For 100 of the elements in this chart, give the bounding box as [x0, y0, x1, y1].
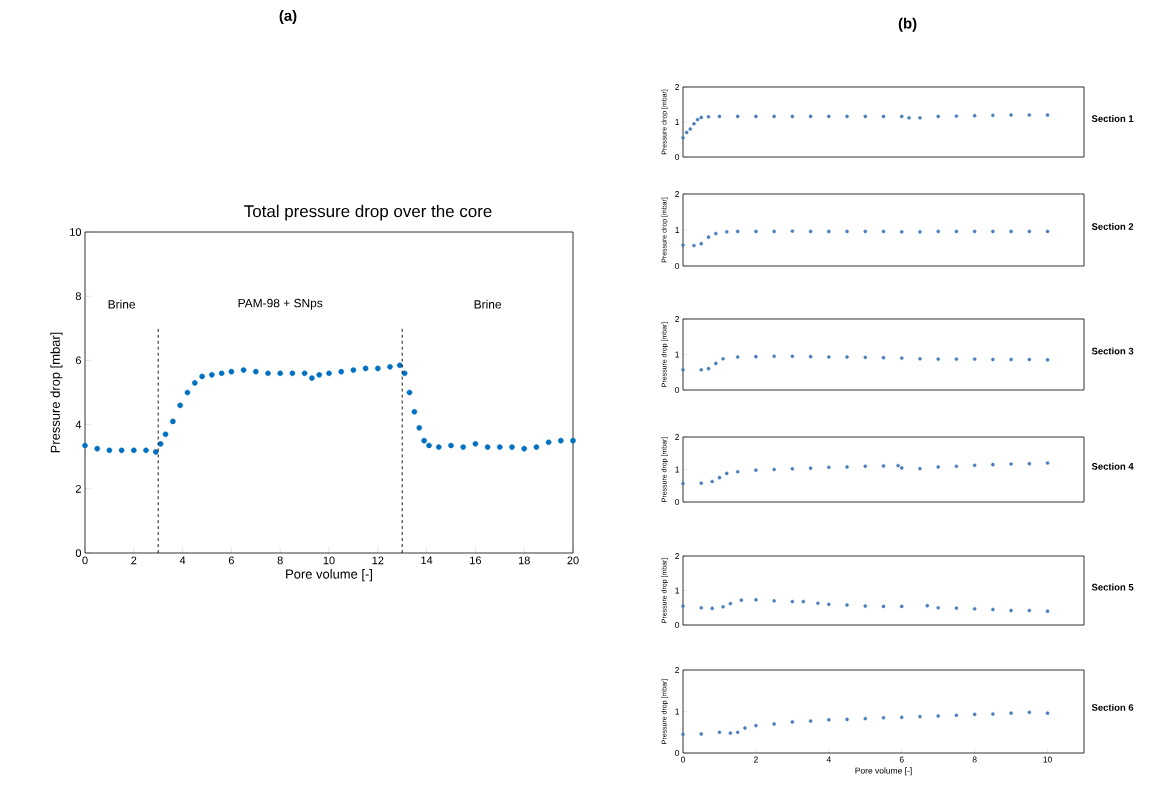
point [692, 243, 696, 248]
y-tick-label: 6 [75, 356, 81, 365]
point [991, 462, 995, 467]
y-axis-title: Pressure drop [mbar] [50, 332, 63, 453]
point [954, 229, 959, 234]
point [460, 444, 466, 450]
point [972, 113, 977, 118]
text: Section 2 [1091, 222, 1134, 230]
x-tick-label: 6 [899, 756, 904, 763]
y-tick-label: 0 [675, 499, 680, 505]
point [790, 114, 795, 119]
x-tick-label: 0 [680, 756, 686, 763]
text: Section 4 [1091, 462, 1134, 470]
text: (b) [898, 17, 917, 32]
point [1009, 608, 1013, 613]
point [448, 442, 454, 449]
y-tick-label: 0 [675, 263, 680, 269]
point [1027, 357, 1032, 362]
point [706, 114, 711, 119]
point [170, 418, 176, 425]
point [684, 130, 689, 135]
point [710, 479, 714, 484]
point [721, 356, 725, 361]
point [863, 604, 868, 608]
point [863, 229, 868, 234]
point [533, 444, 540, 450]
point [265, 370, 271, 377]
text: Section 6 [1091, 703, 1134, 711]
point [918, 230, 922, 234]
point [790, 467, 795, 471]
point [714, 361, 718, 366]
x-tick-label: 20 [567, 556, 579, 565]
point [808, 466, 813, 470]
point [699, 481, 704, 485]
point [918, 466, 922, 471]
x-tick-label: 10 [1043, 756, 1052, 763]
point [277, 370, 283, 377]
y-tick-label: 10 [70, 228, 82, 236]
point [754, 354, 758, 359]
point [772, 722, 776, 726]
point [936, 229, 940, 234]
point [863, 464, 868, 469]
point [772, 114, 776, 119]
point [118, 447, 125, 454]
point [1027, 461, 1032, 466]
point [240, 367, 247, 373]
point [899, 356, 904, 360]
point [991, 229, 995, 234]
point [558, 437, 564, 444]
point [881, 604, 886, 609]
point [918, 714, 922, 719]
y-tick-label: 1 [675, 119, 680, 125]
y-tick-label: 0 [675, 154, 680, 160]
point [338, 368, 344, 375]
point [972, 357, 977, 361]
point [710, 606, 714, 611]
point [497, 444, 503, 450]
point [545, 439, 552, 446]
point [688, 127, 693, 131]
point [681, 604, 685, 608]
text: Section 5 [1091, 583, 1134, 591]
x-tick-label: 16 [470, 556, 482, 565]
point [728, 731, 733, 735]
point [991, 607, 995, 612]
point [936, 114, 940, 119]
point [801, 599, 806, 604]
point [845, 355, 849, 359]
point [907, 116, 911, 120]
y-tick-label: 0 [75, 549, 82, 557]
point [772, 354, 776, 359]
point [845, 114, 849, 119]
y-tick-label: 2 [675, 191, 680, 197]
point [706, 235, 711, 239]
point [152, 449, 159, 455]
point [406, 389, 413, 396]
point [375, 365, 381, 372]
point [936, 605, 940, 610]
point [1027, 608, 1032, 613]
point [1045, 711, 1050, 715]
point [936, 465, 940, 469]
text: Section 1 [1091, 115, 1134, 122]
point [918, 356, 922, 361]
point [827, 718, 831, 722]
point [881, 715, 886, 720]
point [228, 368, 235, 375]
point [754, 468, 758, 472]
point [484, 444, 491, 450]
y-tick-label: 0 [675, 387, 680, 393]
annotation: Brine [474, 299, 502, 309]
point [896, 463, 900, 468]
point [972, 463, 977, 468]
point [954, 464, 959, 469]
x-axis-title: Pore volume [-] [855, 767, 912, 776]
point [699, 732, 704, 736]
point [735, 730, 740, 735]
point [991, 357, 995, 362]
point [899, 466, 904, 470]
x-tick-label: 2 [131, 556, 137, 565]
point [827, 229, 831, 234]
point [936, 714, 940, 718]
